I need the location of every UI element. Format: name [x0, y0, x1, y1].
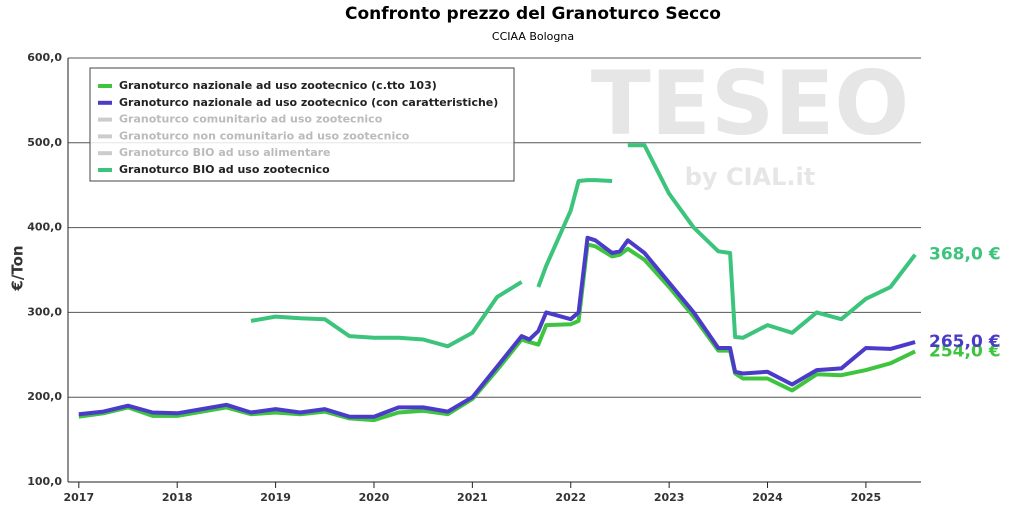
legend-label: Granoturco nazionale ad uso zootecnico (…	[119, 79, 437, 92]
legend-label: Granoturco comunitario ad uso zootecnico	[119, 113, 383, 126]
x-tick-label: 2017	[64, 491, 95, 504]
legend-label: Granoturco BIO ad uso zootecnico	[119, 163, 330, 176]
x-tick-label: 2019	[260, 491, 291, 504]
y-tick-label: 100,0	[27, 475, 62, 488]
chart-subtitle: CCIAA Bologna	[492, 30, 574, 43]
y-tick-label: 300,0	[27, 305, 62, 318]
legend-box	[89, 67, 515, 182]
plot: 254,0 €265,0 € 368,0 €	[78, 143, 1001, 423]
x-tick-label: 2023	[654, 491, 685, 504]
end-label: 254,0 €	[929, 341, 1001, 361]
y-tick-label: 500,0	[27, 136, 62, 149]
legend: Granoturco nazionale ad uso zootecnico (…	[98, 79, 498, 176]
watermark-sub: by CIAL.it	[685, 163, 815, 191]
end-label: 368,0 €	[929, 245, 1001, 265]
x-tick-label: 2022	[555, 491, 586, 504]
series-line	[250, 143, 917, 349]
series-line	[78, 235, 916, 419]
x-tick-label: 2020	[359, 491, 390, 504]
y-tick-label: 200,0	[27, 390, 62, 403]
legend-label: Granoturco nazionale ad uso zootecnico (…	[119, 96, 498, 109]
x-tick-label: 2025	[851, 491, 882, 504]
legend-label: Granoturco BIO ad uso alimentare	[119, 146, 331, 159]
x-tick-label: 2018	[162, 491, 193, 504]
end-label: 265,0 €	[929, 332, 1001, 352]
x-tick-label: 2021	[457, 491, 488, 504]
y-axis-label: €/Ton	[9, 245, 27, 291]
chart-title: Confronto prezzo del Granoturco Secco	[345, 4, 721, 24]
y-tick-label: 400,0	[27, 221, 62, 234]
legend-label: Granoturco non comunitario ad uso zootec…	[119, 129, 410, 142]
watermark: TESEO	[591, 52, 909, 155]
y-tick-label: 600,0	[27, 51, 62, 64]
x-tick-label: 2024	[752, 491, 783, 504]
